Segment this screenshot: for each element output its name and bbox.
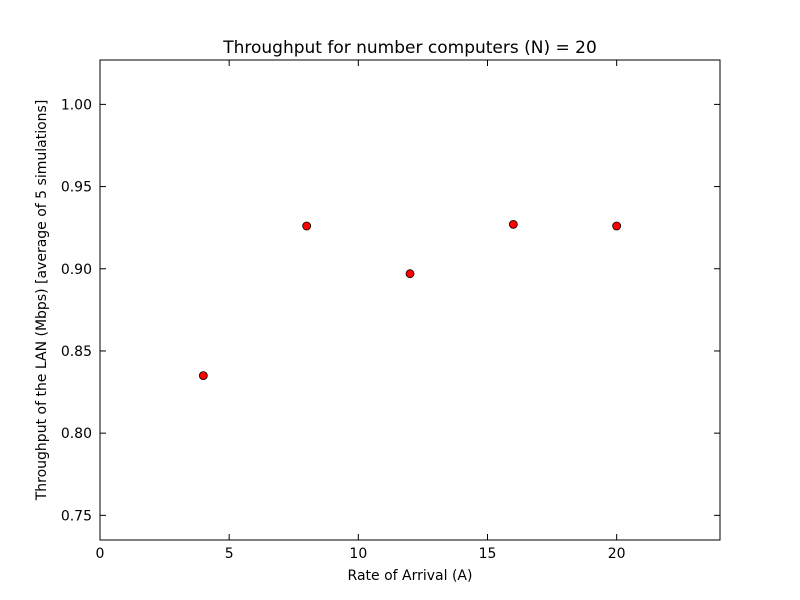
y-tick-label: 0.80 (61, 426, 92, 442)
x-tick-label: 20 (608, 546, 626, 562)
data-point (302, 221, 312, 231)
y-tick-label: 0.85 (61, 344, 92, 360)
x-tick-label: 10 (349, 546, 367, 562)
data-point (198, 371, 208, 381)
plot-area: 0 5 10 15 20 0.75 0.80 0.85 0.90 0.95 1.00 (61, 59, 721, 562)
y-tick-label: 0.75 (61, 508, 92, 524)
x-tick-label: 5 (225, 546, 234, 562)
chart-title: Throughput for number computers (N) = 20 (222, 38, 597, 58)
data-point (405, 269, 415, 279)
y-tick-label: 0.90 (61, 262, 92, 278)
x-tick-label: 15 (479, 546, 497, 562)
plot-frame (99, 59, 721, 541)
x-tick-label: 0 (96, 546, 105, 562)
x-axis-label: Rate of Arrival (A) (348, 568, 473, 584)
data-point (612, 221, 622, 231)
y-tick-label: 1.00 (61, 97, 92, 113)
y-tick-label: 0.95 (61, 180, 92, 196)
data-point (508, 219, 518, 229)
y-axis-label: Throughput of the LAN (Mbps) [average of… (34, 100, 50, 502)
